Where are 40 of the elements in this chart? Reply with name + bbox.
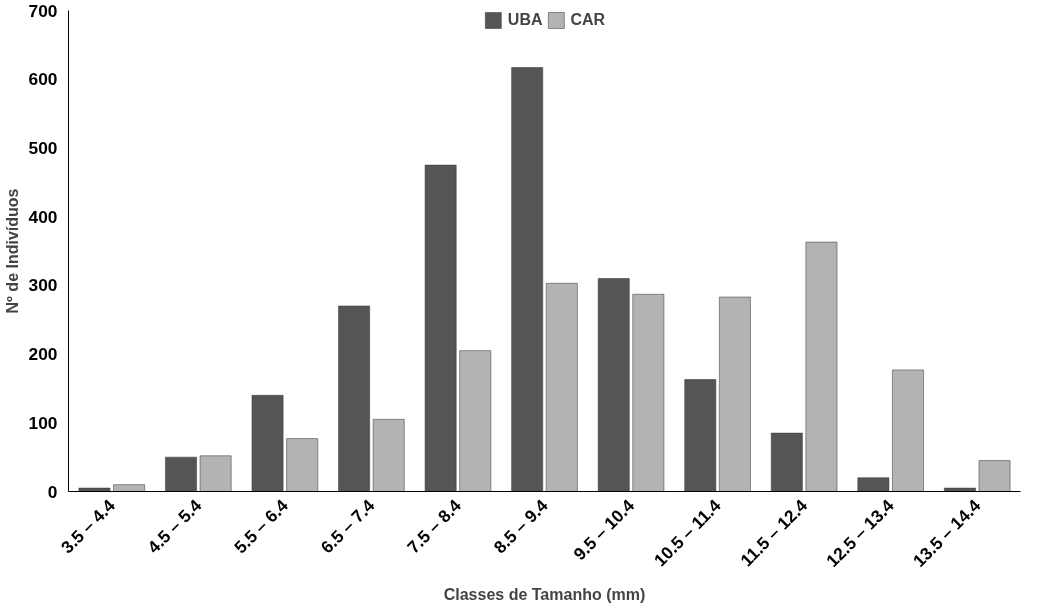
bar bbox=[632, 294, 665, 492]
bar bbox=[286, 438, 318, 492]
x-tick-label: 6.5 – 7.4 bbox=[316, 495, 379, 558]
legend-label: CAR bbox=[570, 11, 606, 29]
y-axis-title: Nº de Indivíduos bbox=[3, 188, 21, 314]
y-tick-label: 400 bbox=[28, 206, 58, 227]
x-tick-label: 8.5 – 9.4 bbox=[489, 495, 552, 558]
bar bbox=[459, 350, 492, 492]
bar bbox=[372, 419, 405, 492]
bar bbox=[165, 456, 197, 492]
bar bbox=[892, 369, 924, 492]
y-tick-label: 100 bbox=[28, 412, 58, 433]
bar bbox=[771, 432, 803, 492]
bar bbox=[113, 484, 145, 492]
bar bbox=[944, 487, 976, 492]
bar bbox=[719, 296, 751, 492]
bar bbox=[545, 283, 578, 492]
y-tick-label: 500 bbox=[28, 137, 58, 158]
bar bbox=[199, 455, 232, 492]
bar bbox=[857, 477, 890, 492]
bar bbox=[78, 487, 111, 492]
x-tick-label: 5.5 – 6.4 bbox=[230, 495, 293, 558]
bar bbox=[684, 379, 717, 492]
x-axis-title: Classes de Tamanho (mm) bbox=[443, 585, 646, 603]
bar bbox=[338, 305, 370, 492]
bar bbox=[251, 395, 284, 492]
bar bbox=[805, 241, 838, 492]
x-tick-label: 3.5 – 4.4 bbox=[57, 495, 120, 558]
bar bbox=[597, 278, 630, 492]
x-tick-label: 4.5 – 5.4 bbox=[143, 495, 206, 558]
x-tick-label: 7.5 – 8.4 bbox=[403, 495, 466, 558]
y-tick-label: 600 bbox=[28, 69, 58, 90]
legend-label: UBA bbox=[507, 11, 543, 29]
y-tick-label: 700 bbox=[28, 0, 58, 21]
y-tick-label: 200 bbox=[28, 344, 58, 365]
y-tick-label: 300 bbox=[28, 275, 58, 296]
y-tick-label: 0 bbox=[47, 481, 58, 502]
bar bbox=[978, 460, 1011, 492]
bar bbox=[511, 67, 544, 492]
bar bbox=[424, 164, 457, 492]
